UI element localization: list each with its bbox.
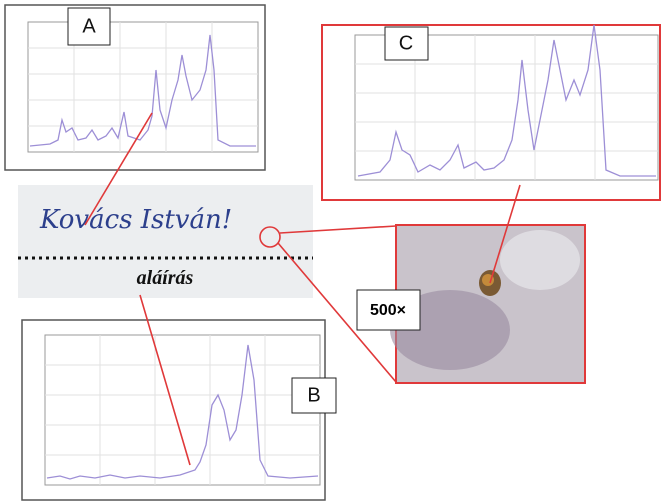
- spectrum-panel-c: [321, 24, 661, 201]
- magnification: 500×: [370, 302, 406, 319]
- panel-label: A: [82, 15, 96, 37]
- panel-label: B: [307, 384, 320, 406]
- panel-label: C: [399, 32, 413, 54]
- spectrum-panel-a: [4, 4, 266, 171]
- connectors: [84, 112, 521, 466]
- signature-strip: Kovács István! aláírás: [18, 185, 313, 298]
- label-box: [67, 7, 111, 46]
- handwriting: Kovács István!: [39, 205, 232, 235]
- label-box: [356, 289, 421, 331]
- label-box: [384, 26, 429, 61]
- signature-caption: aláírás: [137, 267, 194, 289]
- spectrum-panel-b: [21, 319, 326, 501]
- label-box: [291, 377, 337, 414]
